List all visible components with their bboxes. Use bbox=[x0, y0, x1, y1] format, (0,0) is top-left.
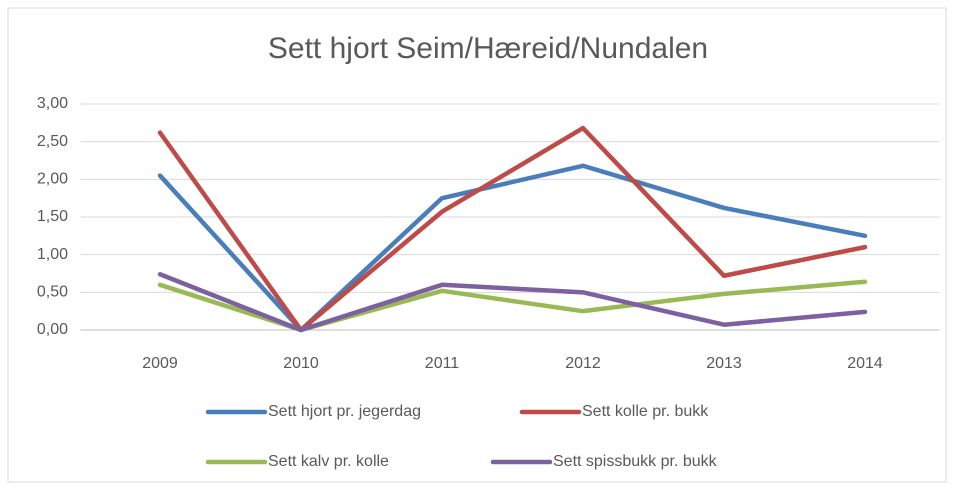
legend-label: Sett kalv pr. kolle bbox=[268, 453, 389, 470]
y-tick-label: 1,00 bbox=[37, 246, 68, 263]
series-line bbox=[157, 272, 868, 333]
x-tick-label: 2012 bbox=[565, 355, 601, 372]
y-tick-label: 0,50 bbox=[37, 284, 68, 301]
y-tick-label: 2,00 bbox=[37, 171, 68, 188]
chart-frame bbox=[7, 7, 947, 483]
x-tick-label: 2013 bbox=[706, 355, 742, 372]
y-tick-label: 0,00 bbox=[37, 321, 68, 338]
legend-label: Sett spissbukk pr. bukk bbox=[553, 453, 718, 470]
y-tick-label: 1,50 bbox=[37, 208, 68, 225]
x-tick-label: 2014 bbox=[847, 355, 883, 372]
x-tick-label: 2010 bbox=[283, 355, 319, 372]
series-line bbox=[157, 125, 868, 333]
legend-label: Sett hjort pr. jegerdag bbox=[268, 403, 421, 420]
y-tick-label: 2,50 bbox=[37, 133, 68, 150]
x-tick-label: 2011 bbox=[425, 355, 460, 372]
series-line bbox=[157, 163, 868, 333]
x-tick-label: 2009 bbox=[142, 355, 178, 372]
y-tick-label: 3,00 bbox=[37, 95, 68, 112]
chart-title: Sett hjort Seim/Hæreid/Nundalen bbox=[268, 32, 708, 65]
legend-label: Sett kolle pr. bukk bbox=[582, 403, 709, 420]
